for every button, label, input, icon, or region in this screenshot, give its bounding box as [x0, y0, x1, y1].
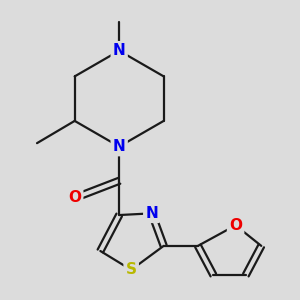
Text: N: N: [145, 206, 158, 221]
Text: O: O: [68, 190, 81, 206]
Text: S: S: [126, 262, 137, 277]
Text: N: N: [113, 43, 126, 58]
Text: O: O: [229, 218, 242, 233]
Text: N: N: [113, 139, 126, 154]
